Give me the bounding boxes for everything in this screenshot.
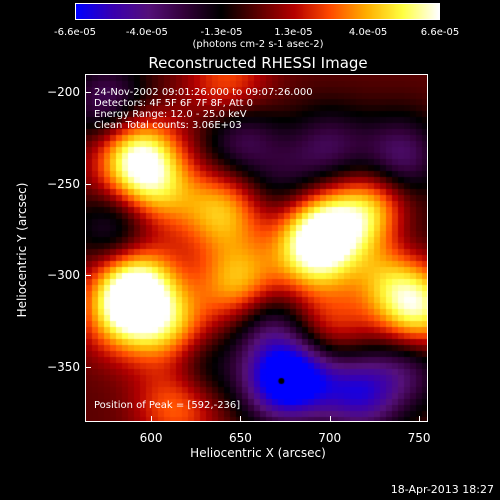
timestamp-footer: 18-Apr-2013 18:27 — [390, 483, 494, 496]
annotation-block: 24-Nov-2002 09:01:26.000 to 09:07:26.000… — [94, 87, 313, 131]
colorbar-units: (photons cm-2 s-1 asec-2) — [192, 39, 324, 50]
x-tick-mark — [329, 416, 331, 422]
colorbar-tick-label: -4.0e-05 — [125, 27, 168, 38]
annotation-line: 24-Nov-2002 09:01:26.000 to 09:07:26.000 — [94, 87, 313, 98]
colorbar-tick-label: 1.3e-05 — [274, 27, 313, 38]
y-axis-label: Heliocentric Y (arcsec) — [15, 182, 29, 318]
chart-title: Reconstructed RHESSI Image — [148, 54, 368, 72]
colorbar-tick-label: 6.6e-05 — [420, 27, 460, 38]
colorbar — [75, 3, 440, 20]
x-tick-label: 700 — [318, 431, 342, 445]
annotation-line: Energy Range: 12.0 - 25.0 keV — [94, 109, 247, 120]
y-tick-mark — [85, 367, 91, 369]
y-tick-label: −200 — [47, 85, 80, 100]
y-tick-mark — [85, 183, 91, 185]
y-tick-mark — [85, 275, 91, 277]
x-tick-mark — [240, 416, 242, 422]
x-tick-label: 600 — [139, 431, 163, 445]
colorbar-tick-label: -6.6e-05 — [54, 27, 96, 38]
peak-position-label: Position of Peak = [592,-236] — [94, 400, 241, 411]
colorbar-tick-label: -1.3e-05 — [200, 27, 243, 38]
colorbar-tick-label: 4.0e-05 — [348, 27, 388, 38]
y-tick-label: −350 — [47, 360, 80, 375]
x-tick-mark — [419, 416, 421, 422]
y-tick-label: −300 — [47, 268, 80, 283]
x-tick-label: 650 — [228, 431, 252, 445]
annotation-line: Clean Total counts: 3.06E+03 — [94, 120, 242, 131]
y-tick-label: −250 — [47, 176, 80, 191]
plot-area: 24-Nov-2002 09:01:26.000 to 09:07:26.000… — [85, 74, 428, 422]
heatmap-image — [86, 75, 427, 421]
x-axis-label: Heliocentric X (arcsec) — [190, 446, 326, 460]
annotation-line: Detectors: 4F 5F 6F 7F 8F, Att 0 — [94, 98, 254, 109]
x-tick-mark — [151, 416, 153, 422]
x-tick-label: 750 — [407, 431, 431, 445]
y-tick-mark — [85, 92, 91, 94]
